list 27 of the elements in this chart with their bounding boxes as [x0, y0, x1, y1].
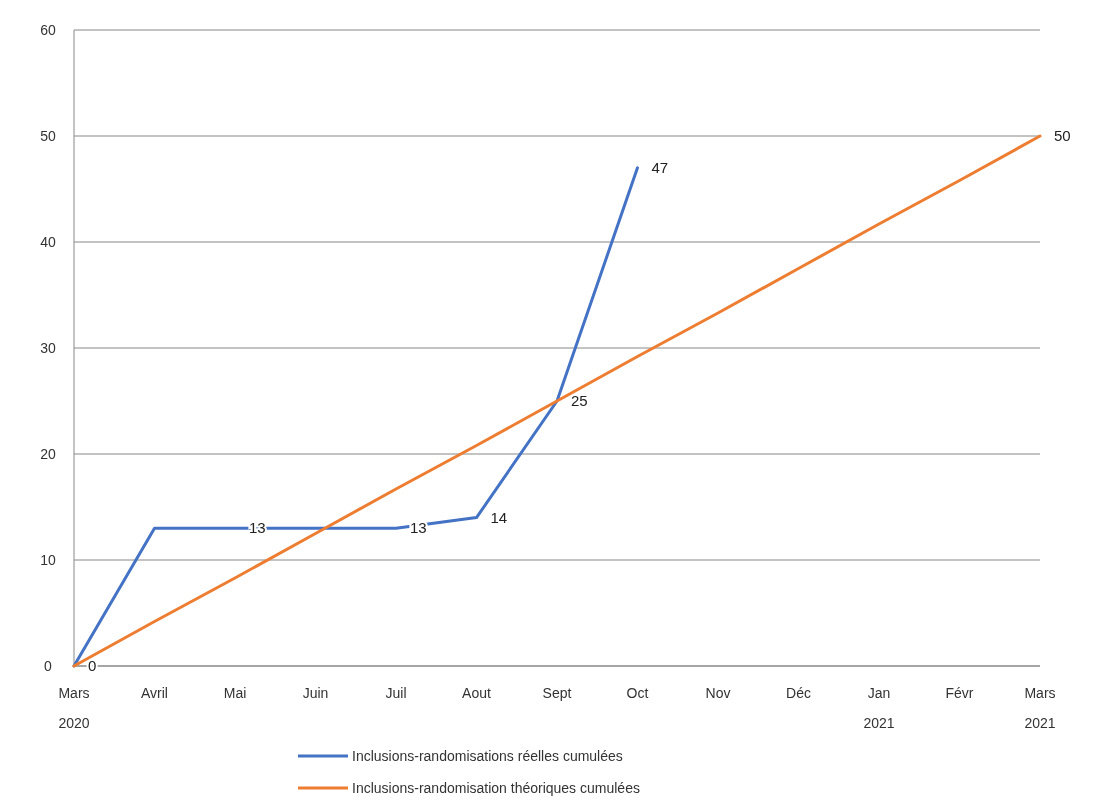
- y-tick-label: 50: [40, 128, 56, 144]
- x-tick-label: Oct: [626, 685, 649, 701]
- x-tick-label: Jan 2021: [863, 685, 895, 731]
- y-tick-label: 40: [40, 234, 56, 250]
- data-label: 25: [571, 392, 588, 409]
- x-tick-label: Juil: [385, 685, 407, 701]
- data-label: 0: [88, 657, 97, 674]
- y-tick-label: 60: [40, 22, 56, 38]
- legend-label: Inclusions-randomisation théoriques cumulées: [352, 780, 640, 796]
- data-label: 50: [1054, 127, 1071, 144]
- y-tick-label: 30: [40, 340, 56, 356]
- data-label: 47: [651, 158, 669, 176]
- y-tick-label: 0: [44, 658, 53, 674]
- x-tick-label: Mai: [223, 685, 247, 701]
- data-label: 14: [490, 508, 508, 526]
- x-tick-label: Avril: [141, 685, 168, 701]
- x-tick-label: Mars 2021: [1024, 685, 1056, 731]
- y-tick-label: 20: [40, 446, 56, 462]
- y-tick-label: 10: [40, 552, 56, 568]
- x-tick-label: Aout: [462, 685, 491, 701]
- x-tick-label: Nov: [705, 685, 731, 701]
- x-tick-label: Sept: [542, 685, 572, 701]
- x-tick-label: Févr: [945, 685, 974, 701]
- legend-label: Inclusions-randomisations réelles cumulées: [352, 748, 623, 764]
- x-tick-label: Déc: [786, 685, 811, 701]
- x-tick-label: Mars 2020: [58, 685, 90, 731]
- x-tick-label: Juin: [302, 685, 329, 701]
